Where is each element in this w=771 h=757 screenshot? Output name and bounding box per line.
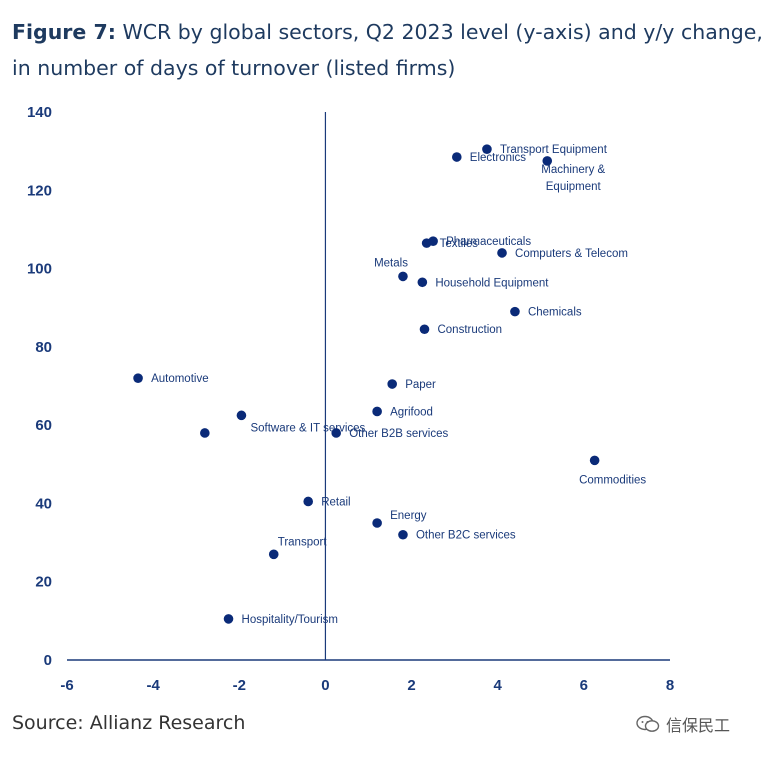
y-tick-label: 80 (35, 339, 52, 356)
y-tick-label: 60 (35, 417, 52, 434)
data-point (372, 406, 382, 417)
chart-title: Figure 7: WCR by global sectors, Q2 2023… (12, 14, 767, 86)
point-label: Chemicals (528, 307, 582, 319)
point-label: Computers & Telecom (515, 248, 628, 260)
point-label: Transport Equipment (500, 144, 608, 156)
data-point (417, 277, 428, 288)
point-label: Paper (405, 379, 436, 391)
data-point (497, 248, 507, 258)
x-tick-label: -6 (60, 677, 73, 694)
data-point (482, 144, 492, 154)
data-point (421, 238, 432, 248)
data-point (236, 410, 247, 421)
y-tick-label: 20 (35, 574, 52, 591)
watermark-text: 信保民工 (666, 716, 731, 735)
point-label: Other B2B services (349, 428, 448, 440)
x-tick-label: 8 (666, 677, 674, 694)
point-label: Commodities (579, 474, 646, 486)
x-tick-label: 0 (321, 677, 329, 694)
data-point (451, 152, 462, 162)
data-point (510, 306, 520, 317)
data-point (419, 324, 430, 335)
point-label: Retail (321, 496, 350, 508)
x-tick-label: 4 (494, 677, 503, 694)
x-tick-label: -2 (233, 677, 246, 694)
watermark: 信保民工 (636, 712, 730, 736)
source-note: Source: Allianz Research (12, 712, 246, 734)
point-label: Metals (374, 257, 408, 269)
data-point (372, 518, 382, 528)
data-point (200, 428, 210, 438)
point-label: Transport (278, 536, 328, 548)
y-tick-label: 100 (27, 261, 52, 278)
wechat-icon (636, 715, 660, 732)
point-label: Energy (390, 510, 427, 522)
point-label: Household Equipment (435, 277, 549, 289)
point-label: Other B2C services (416, 530, 516, 542)
x-tick-label: 6 (580, 677, 588, 694)
x-tick-label: -4 (146, 677, 160, 694)
point-label: Automotive (151, 373, 209, 385)
data-point (542, 156, 553, 166)
data-point (331, 428, 341, 438)
y-tick-label: 140 (27, 104, 52, 121)
figure-title: WCR by global sectors, Q2 2023 level (y-… (12, 20, 763, 80)
data-point (268, 549, 279, 560)
point-label: Electronics (470, 152, 526, 164)
figure-label: Figure 7: (12, 20, 116, 44)
data-point (589, 455, 600, 466)
data-point (303, 496, 314, 507)
data-point (223, 614, 234, 624)
y-tick-label: 40 (35, 495, 52, 512)
data-point (398, 529, 408, 540)
data-point (398, 271, 408, 282)
data-point (133, 373, 143, 383)
point-label: Machinery & Equipment (541, 164, 605, 193)
point-label: Pharmaceuticals (446, 236, 531, 248)
point-label: Construction (437, 324, 502, 336)
y-tick-label: 120 (27, 182, 52, 199)
point-label: Agrifood (390, 406, 433, 418)
point-label: Textiles (440, 238, 479, 250)
point-label: Hospitality/Tourism (242, 614, 339, 626)
y-tick-label: 0 (44, 652, 52, 669)
data-point (387, 379, 397, 389)
x-tick-label: 2 (407, 677, 415, 694)
